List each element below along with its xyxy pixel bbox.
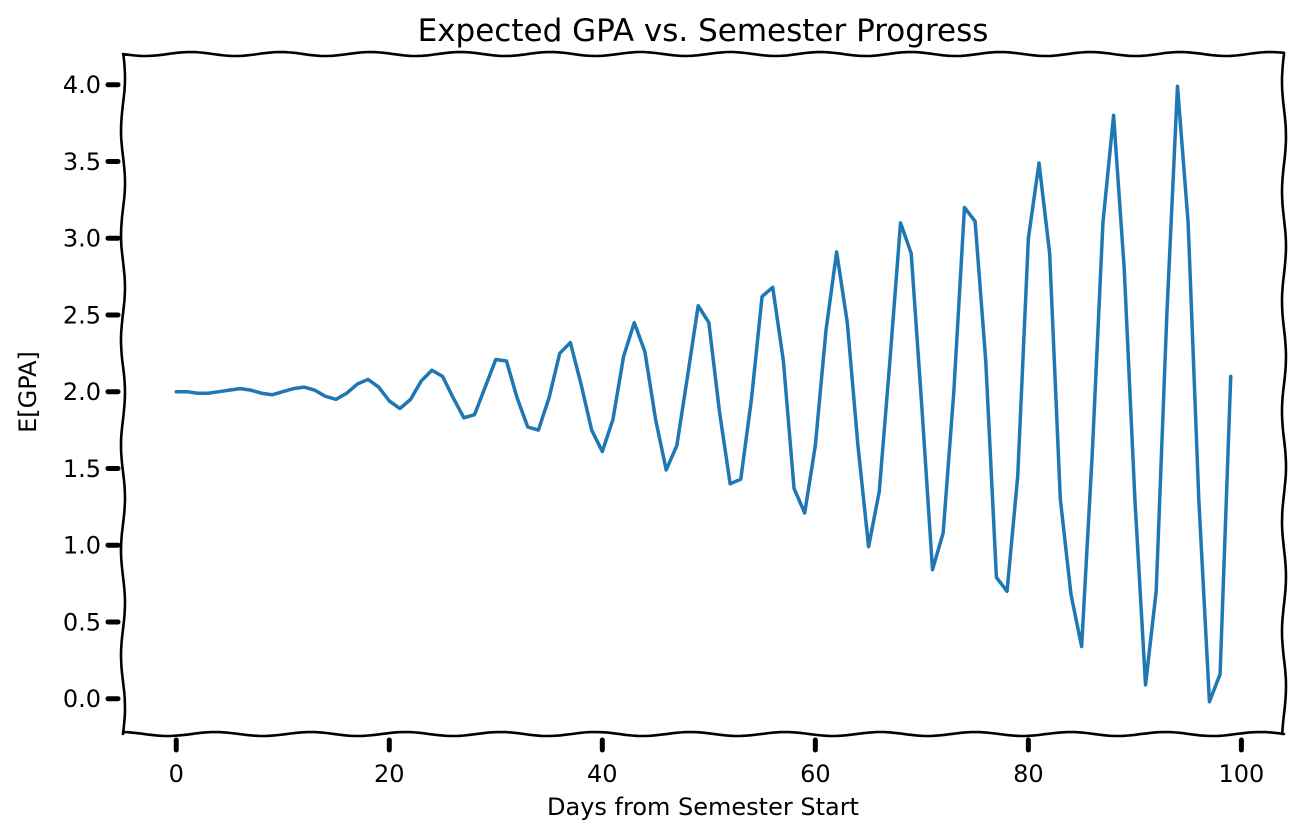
plot-frame	[119, 50, 1288, 738]
y-tick-label: 2.5	[63, 301, 101, 329]
x-tick-label: 80	[1013, 760, 1044, 788]
y-tick-label: 1.5	[63, 455, 101, 483]
x-tick-label: 100	[1218, 760, 1264, 788]
series-group	[174, 84, 1233, 704]
x-tick-label: 60	[800, 760, 831, 788]
series-line-1	[174, 84, 1233, 704]
y-tick-label: 3.0	[63, 225, 101, 253]
y-tick-label: 4.0	[63, 71, 101, 99]
x-tick-label: 0	[169, 760, 184, 788]
y-axis-title: E[GPA]	[14, 351, 42, 433]
x-axis-title: Days from Semester Start	[547, 793, 859, 821]
y-tick-label: 0.0	[63, 685, 101, 713]
y-tick-label: 1.0	[63, 532, 101, 560]
y-tick-label: 0.5	[63, 608, 101, 636]
y-tick-label: 2.0	[63, 378, 101, 406]
axis-ticks: 0.0 0.5 1.0 1.5 2.0 2.5 3.0 3.5 4.0 0 20 40 60 80 100	[63, 71, 1264, 788]
y-tick-label: 3.5	[63, 148, 101, 176]
x-tick-label: 20	[374, 760, 405, 788]
chart-title: Expected GPA vs. Semester Progress	[418, 13, 989, 49]
x-tick-label: 40	[587, 760, 618, 788]
